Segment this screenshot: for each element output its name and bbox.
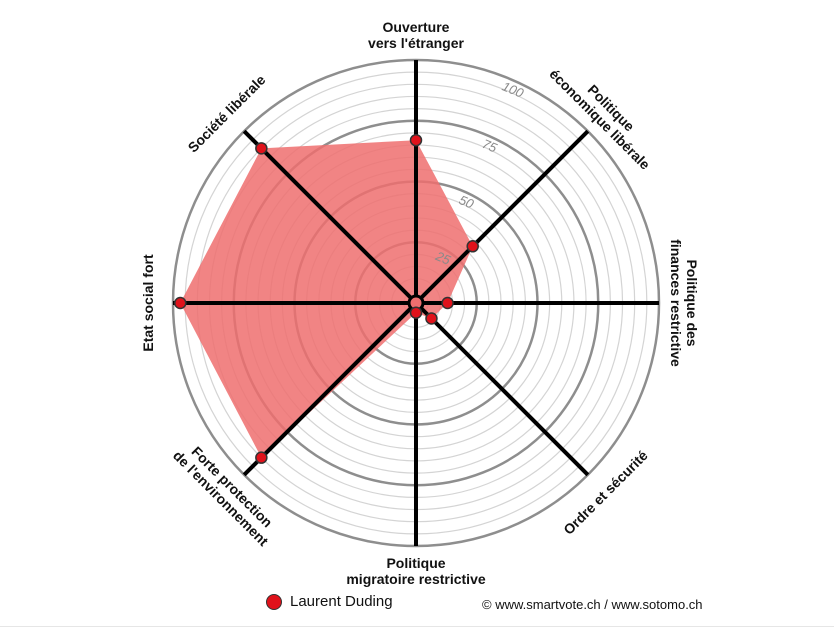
series-area (180, 140, 473, 458)
axis-label-finances: Politique desfinances restrictive (668, 239, 700, 367)
data-area (180, 140, 473, 458)
legend-marker (266, 593, 282, 610)
tick-label-25: 25 (433, 248, 454, 268)
data-point-etat_social (174, 296, 187, 310)
credit-text: © www.smartvote.ch / www.sotomo.ch (482, 597, 703, 612)
axis-spoke-societe (242, 129, 418, 305)
axis-spoke-ordre (414, 301, 590, 477)
axis-spoke-politique_economique (414, 129, 590, 305)
data-point-migratoire (409, 306, 423, 319)
data-point-ouverture (409, 133, 423, 147)
data-points (174, 133, 479, 464)
axis-label-migratoire: Politique migratoire restrictive (346, 555, 485, 587)
data-point-societe (255, 142, 268, 155)
axis-label-text: Politique desfinances restrictive (668, 239, 700, 367)
data-point-environnement (255, 451, 268, 464)
data-point-politique_economique (466, 240, 479, 253)
tick-label-50: 50 (457, 192, 477, 212)
axis-spokes (173, 60, 659, 546)
axis-label-text: Etat social fort (140, 254, 156, 352)
axis-label-text: Ouverture vers l'étranger (368, 19, 464, 51)
axis-label-ouverture: Ouverture vers l'étranger (368, 19, 464, 51)
legend: Laurent Duding (266, 593, 393, 610)
data-point-ordre (425, 312, 438, 325)
bottom-divider (0, 626, 834, 627)
tick-label-75: 75 (480, 136, 500, 156)
legend-label: Laurent Duding (290, 593, 393, 610)
axis-spoke-environnement (242, 301, 418, 477)
axis-label-text: Politique migratoire restrictive (346, 555, 485, 587)
data-point-finances (441, 296, 454, 310)
axis-label-etat_social: Etat social fort (140, 254, 156, 352)
